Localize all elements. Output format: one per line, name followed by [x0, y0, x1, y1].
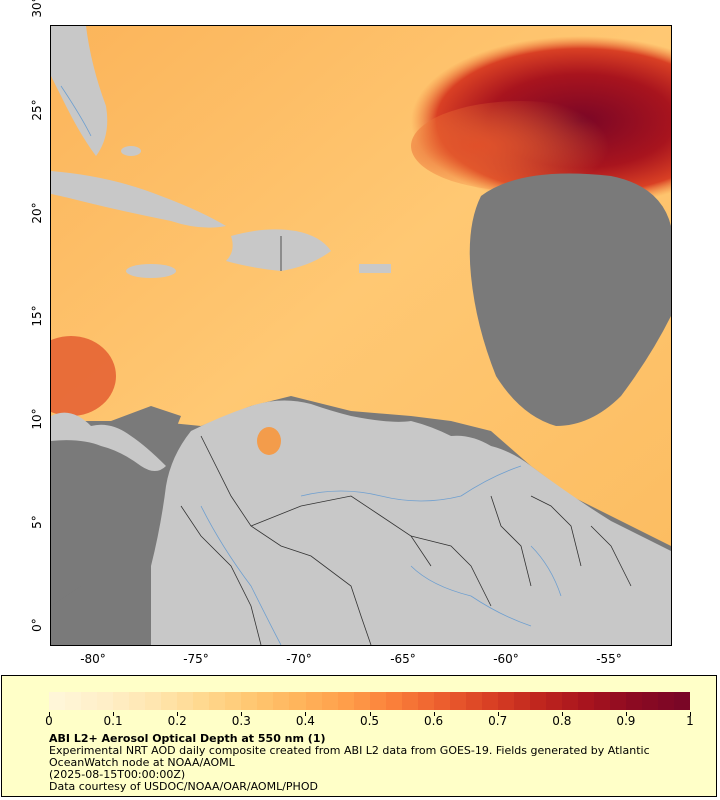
colorbar-segment — [65, 692, 82, 710]
lon-label-80: -80° — [80, 652, 106, 666]
colorbar-label: 0.9 — [616, 714, 636, 728]
colorbar-segment — [578, 692, 595, 710]
legend-description-2: OceanWatch node at NOAA/AOML — [49, 756, 235, 769]
aod-hotspot-west — [51, 336, 116, 416]
colorbar — [49, 692, 691, 710]
lon-label-65: -65° — [390, 652, 416, 666]
colorbar-segment — [497, 692, 514, 710]
colorbar-label: 0.8 — [552, 714, 572, 728]
colorbar-tick — [241, 712, 243, 716]
legend-credit: Data courtesy of USDOC/NOAA/OAR/AOML/PHO… — [49, 780, 318, 793]
cloud-gap-east — [469, 173, 671, 426]
colorbar-segment — [273, 692, 290, 710]
colorbar-segment — [209, 692, 226, 710]
colorbar-segment — [81, 692, 98, 710]
lat-label-20: 20° — [30, 202, 44, 224]
land-central-america — [51, 412, 166, 471]
legend-panel: 0 0.1 0.2 0.3 0.4 0.5 0.6 0.7 0.8 0.9 1 ABI L2+ Ae… — [1, 675, 717, 797]
colorbar-segment — [658, 692, 675, 710]
colorbar-segment — [305, 692, 322, 710]
colorbar-segment — [353, 692, 370, 710]
lon-label-70: -70° — [286, 652, 312, 666]
colorbar-segment — [465, 692, 482, 710]
lat-label-5: 5° — [30, 515, 44, 529]
aod-map — [51, 26, 671, 645]
colorbar-segment — [513, 692, 530, 710]
colorbar-tick — [305, 712, 307, 716]
colorbar-segment — [545, 692, 562, 710]
colorbar-tick — [561, 712, 563, 716]
colorbar-label: 0.7 — [488, 714, 508, 728]
colorbar-segment — [257, 692, 274, 710]
colorbar-segment — [225, 692, 242, 710]
colorbar-segment — [674, 692, 691, 710]
colorbar-segment — [385, 692, 402, 710]
land-south-america — [151, 400, 671, 645]
colorbar-segment — [177, 692, 194, 710]
colorbar-tick — [690, 712, 691, 716]
colorbar-segment — [145, 692, 162, 710]
dust-plume-edge — [411, 101, 631, 191]
lat-label-25: 25° — [30, 99, 44, 121]
colorbar-segment — [594, 692, 611, 710]
lon-label-55: -55° — [596, 652, 622, 666]
lon-label-75: -75° — [183, 652, 209, 666]
colorbar-segment — [610, 692, 627, 710]
colorbar-segment — [417, 692, 434, 710]
rivers — [60, 85, 562, 645]
land-cuba — [51, 171, 226, 228]
colorbar-segment — [129, 692, 146, 710]
colorbar-segment — [642, 692, 659, 710]
colorbar-label: 0.6 — [424, 714, 444, 728]
colorbar-tick — [113, 712, 115, 716]
colorbar-label: 0.1 — [103, 714, 123, 728]
colorbar-segment — [562, 692, 579, 710]
colorbar-segment — [161, 692, 178, 710]
colorbar-segment — [449, 692, 466, 710]
country-borders — [180, 236, 632, 645]
colorbar-tick — [369, 712, 371, 716]
colorbar-label: 0.3 — [231, 714, 251, 728]
legend-timestamp: (2025-08-15T00:00:00Z) — [49, 768, 186, 781]
colorbar-segment — [481, 692, 498, 710]
colorbar-segment — [337, 692, 354, 710]
colorbar-label: 0.2 — [167, 714, 187, 728]
map-panel — [50, 25, 672, 646]
colorbar-segment — [49, 692, 66, 710]
lake-maracaibo — [257, 427, 281, 455]
land-jamaica — [126, 264, 176, 278]
legend-title: ABI L2+ Aerosol Optical Depth at 550 nm … — [49, 732, 326, 745]
colorbar-tick — [49, 712, 50, 716]
lat-label-0: 0° — [30, 618, 44, 632]
colorbar-label: 1 — [686, 714, 694, 728]
colorbar-segment — [626, 692, 643, 710]
colorbar-segment — [193, 692, 210, 710]
colorbar-tick — [625, 712, 627, 716]
lat-label-10: 10° — [30, 408, 44, 430]
colorbar-segment — [433, 692, 450, 710]
colorbar-segment — [113, 692, 130, 710]
colorbar-segment — [529, 692, 546, 710]
lat-label-15: 15° — [30, 305, 44, 327]
colorbar-label: 0.5 — [359, 714, 380, 728]
colorbar-segment — [241, 692, 258, 710]
land-florida — [51, 26, 108, 156]
legend-description-1: Experimental NRT AOD daily composite cre… — [49, 744, 650, 757]
lon-label-60: -60° — [493, 652, 519, 666]
land-hispaniola — [226, 229, 331, 271]
colorbar-segment — [321, 692, 338, 710]
land-bahamas — [121, 146, 141, 156]
colorbar-segment — [369, 692, 386, 710]
colorbar-segment — [97, 692, 114, 710]
colorbar-tick — [497, 712, 499, 716]
colorbar-tick — [433, 712, 435, 716]
colorbar-label: 0 — [45, 714, 53, 728]
colorbar-segment — [401, 692, 418, 710]
colorbar-label: 0.4 — [295, 714, 315, 728]
lat-label-30: 30° — [30, 0, 44, 18]
colorbar-segment — [289, 692, 306, 710]
colorbar-tick — [177, 712, 179, 716]
land-puerto-rico — [359, 264, 391, 273]
